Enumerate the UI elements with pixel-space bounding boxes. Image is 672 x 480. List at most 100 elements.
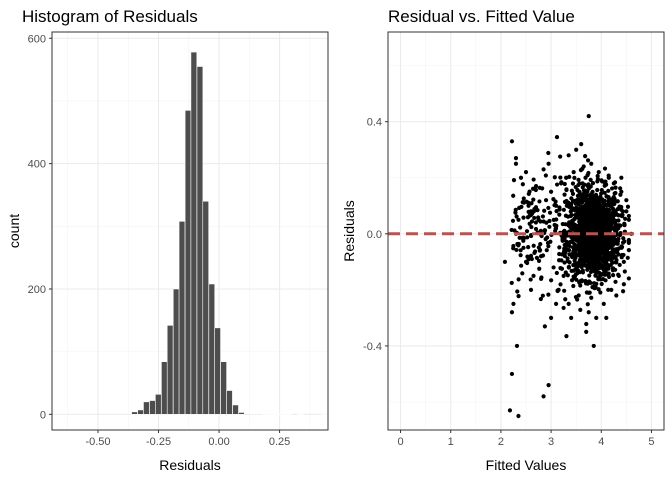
scatter-point bbox=[557, 245, 562, 250]
scatter-point bbox=[551, 265, 556, 270]
scatter-point bbox=[587, 199, 592, 205]
scatter-point bbox=[554, 134, 560, 140]
scatter-point bbox=[589, 161, 594, 166]
scatter-point bbox=[599, 187, 604, 193]
scatter-point bbox=[529, 256, 534, 262]
scatter-point bbox=[581, 198, 587, 203]
scatter-point bbox=[626, 240, 631, 246]
histogram-bar bbox=[214, 327, 221, 415]
scatter-point bbox=[533, 184, 539, 189]
histogram-bar bbox=[184, 110, 192, 415]
x-tick-label: -0.50 bbox=[85, 436, 110, 448]
scatter-point bbox=[548, 189, 554, 194]
histogram-bar bbox=[273, 413, 281, 415]
scatter-point bbox=[511, 301, 516, 306]
scatter-point bbox=[577, 191, 583, 196]
scatter-point bbox=[571, 283, 576, 289]
scatter-point bbox=[509, 371, 515, 377]
y-tick-label: 600 bbox=[28, 33, 46, 45]
scatter-point bbox=[536, 245, 541, 250]
histogram-bar bbox=[297, 413, 304, 415]
y-tick-label: -0.4 bbox=[363, 341, 382, 353]
scatter-point bbox=[594, 210, 599, 215]
scatter-point bbox=[563, 270, 568, 275]
scatter-point bbox=[587, 279, 592, 284]
scatter-point bbox=[554, 223, 559, 229]
scatter-point bbox=[602, 183, 607, 188]
scatter-point bbox=[613, 279, 618, 284]
scatter-y-axis-label: Residuals bbox=[341, 200, 357, 261]
scatter-panel-border bbox=[387, 31, 665, 431]
scatter-point bbox=[507, 408, 513, 413]
histogram-bar bbox=[202, 200, 210, 415]
x-tick-label: 0.00 bbox=[208, 436, 229, 448]
histogram-bar bbox=[232, 404, 239, 415]
scatter-point bbox=[547, 210, 553, 215]
y-tick-label: 0.4 bbox=[367, 117, 382, 129]
scatter-point bbox=[620, 212, 625, 217]
scatter-point bbox=[515, 289, 520, 294]
scatter-point bbox=[552, 175, 557, 180]
scatter-point bbox=[613, 209, 618, 215]
scatter-point bbox=[513, 156, 519, 161]
scatter-point bbox=[606, 213, 612, 218]
scatter-point bbox=[554, 270, 559, 276]
scatter-point bbox=[561, 273, 566, 278]
scatter-point bbox=[619, 207, 624, 212]
scatter-point bbox=[603, 203, 608, 208]
scatter-point bbox=[525, 235, 530, 240]
scatter-point bbox=[599, 265, 604, 270]
scatter-point bbox=[542, 208, 547, 213]
scatter-point bbox=[531, 177, 536, 182]
scatter-point bbox=[596, 270, 601, 275]
scatter-point bbox=[606, 209, 611, 214]
scatter-point bbox=[554, 301, 559, 306]
scatter-point bbox=[619, 189, 624, 194]
scatter-point bbox=[574, 237, 580, 243]
histogram-bar bbox=[190, 51, 198, 415]
scatter-point bbox=[596, 170, 601, 175]
scatter-point bbox=[579, 228, 584, 233]
scatter-point bbox=[623, 216, 628, 221]
scatter-point bbox=[621, 236, 626, 241]
scatter-point bbox=[554, 203, 559, 208]
y-tick-label: 0 bbox=[40, 409, 46, 421]
histogram-bar bbox=[155, 393, 162, 415]
scatter-point bbox=[590, 196, 595, 201]
scatter-point bbox=[546, 205, 551, 211]
scatter-point bbox=[572, 216, 577, 221]
scatter-x-ticks: 0 1 2 3 4 5 bbox=[397, 430, 655, 448]
scatter-point bbox=[548, 239, 553, 244]
scatter-point bbox=[558, 282, 563, 287]
scatter-point bbox=[511, 243, 516, 249]
scatter-point bbox=[622, 239, 627, 244]
scatter-point bbox=[598, 203, 603, 209]
scatter-point bbox=[533, 226, 539, 232]
scatter-point bbox=[602, 190, 607, 195]
scatter-point bbox=[547, 218, 552, 224]
scatter-point bbox=[609, 219, 614, 224]
scatter-point bbox=[600, 179, 605, 184]
scatter-point bbox=[622, 269, 627, 274]
scatter-point bbox=[568, 209, 573, 214]
scatter-point bbox=[575, 252, 580, 257]
scatter-point bbox=[596, 200, 601, 206]
scatter-point bbox=[613, 255, 618, 260]
scatter-point bbox=[564, 239, 569, 244]
scatter-point bbox=[625, 204, 631, 209]
scatter-point bbox=[546, 244, 551, 249]
scatter-point bbox=[533, 220, 539, 225]
scatter-point bbox=[626, 248, 631, 253]
scatter-point bbox=[562, 199, 568, 204]
scatter-point bbox=[618, 231, 623, 236]
scatter-point bbox=[601, 236, 606, 241]
scatter-point bbox=[611, 273, 616, 278]
scatter-point bbox=[584, 242, 589, 247]
scatter-point bbox=[514, 343, 520, 349]
scatter-point bbox=[579, 245, 584, 250]
scatter-point bbox=[554, 182, 560, 187]
histogram-bar bbox=[285, 413, 293, 415]
scatter-point bbox=[598, 197, 604, 202]
scatter-point bbox=[527, 221, 532, 226]
